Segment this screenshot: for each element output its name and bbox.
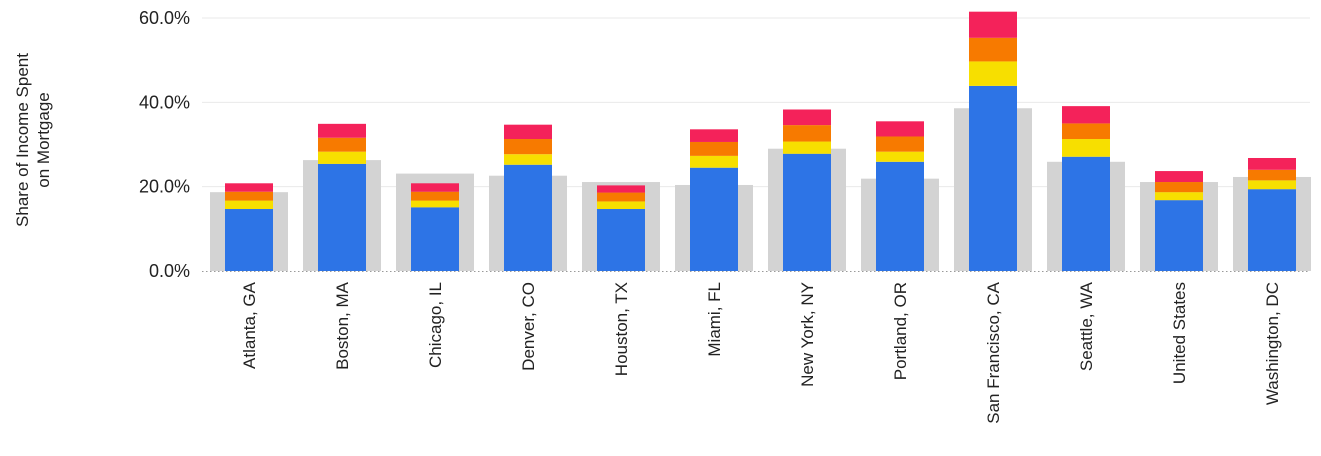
bar-segment-3 [1062, 123, 1110, 140]
stacked-bars [225, 11, 1296, 271]
bar-segment-1 [783, 153, 831, 271]
bar-segment-2 [876, 151, 924, 162]
y-tick-label: 40.0% [139, 92, 190, 112]
x-tick-label: Houston, TX [612, 282, 631, 376]
x-axis-labels: Atlanta, GA Boston, MA Chicago, IL Denver, … [240, 281, 1282, 423]
bar-segment-3 [969, 37, 1017, 62]
bar-segment-3 [1155, 182, 1203, 193]
bar-segment-4 [876, 121, 924, 137]
y-tick-label: 60.0% [139, 8, 190, 28]
x-tick-label: Atlanta, GA [240, 281, 259, 369]
y-axis-title-line-1: Share of Income Spent [13, 53, 32, 227]
bar-segment-4 [690, 129, 738, 142]
y-tick-label: 20.0% [139, 177, 190, 197]
bar-segment-1 [1062, 156, 1110, 271]
bar-segment-4 [783, 109, 831, 126]
x-tick-label: Chicago, IL [426, 282, 445, 368]
gridlines [202, 17, 1310, 188]
bar-segment-1 [318, 163, 366, 271]
bar-segment-1 [969, 85, 1017, 271]
bar-segment-3 [411, 191, 459, 201]
x-tick-label: Boston, MA [333, 281, 352, 370]
bar-segment-2 [690, 155, 738, 168]
x-tick-label: Miami, FL [705, 282, 724, 357]
bar-segment-4 [1248, 157, 1296, 170]
x-tick-label: United States [1170, 282, 1189, 384]
x-tick-label: San Francisco, CA [984, 281, 1003, 423]
bar-segment-2 [783, 141, 831, 154]
bar-segment-1 [411, 207, 459, 271]
bar-segment-3 [783, 125, 831, 142]
bar-segment-4 [597, 185, 645, 193]
y-axis-title-line-2: on Mortgage [34, 92, 53, 187]
background-bars [210, 108, 1311, 271]
bar-segment-3 [318, 137, 366, 152]
bar-segment-2 [225, 200, 273, 210]
bar-segment-4 [411, 183, 459, 192]
bar-segment-1 [504, 164, 552, 271]
bar-segment-3 [597, 192, 645, 202]
bar-segment-3 [876, 136, 924, 152]
bar-segment-4 [1155, 171, 1203, 183]
bar-segment-4 [504, 124, 552, 140]
bar-segment-2 [1062, 139, 1110, 157]
bar-segment-4 [318, 123, 366, 138]
y-axis-title: Share of Income Spent on Mortgage [13, 53, 53, 227]
x-tick-label: Washington, DC [1263, 282, 1282, 405]
bar-segment-2 [597, 201, 645, 210]
y-tick-label: 0.0% [149, 261, 190, 281]
bar-segment-4 [969, 11, 1017, 38]
bar-segment-4 [1062, 106, 1110, 124]
x-tick-label: New York, NY [798, 282, 817, 387]
bar-segment-3 [225, 191, 273, 201]
bar-segment-1 [1248, 189, 1296, 271]
x-tick-label: Seattle, WA [1077, 281, 1096, 371]
y-axis-ticks: 0.0% 20.0% 40.0% 60.0% [139, 8, 190, 281]
bar-segment-2 [1248, 180, 1296, 190]
bar-segment-3 [690, 141, 738, 156]
bar-segment-1 [225, 209, 273, 271]
x-tick-label: Portland, OR [891, 282, 910, 380]
bar-segment-2 [1155, 192, 1203, 201]
bar-segment-1 [690, 167, 738, 271]
bar-segment-4 [225, 183, 273, 192]
x-tick-label: Denver, CO [519, 282, 538, 371]
bar-segment-3 [1248, 169, 1296, 181]
bar-segment-2 [969, 61, 1017, 86]
bar-segment-2 [504, 154, 552, 165]
bar-segment-2 [411, 200, 459, 208]
bar-segment-1 [1155, 200, 1203, 271]
bar-segment-1 [876, 161, 924, 271]
bar-segment-2 [318, 151, 366, 164]
bar-segment-1 [597, 209, 645, 271]
bar-segment-3 [504, 139, 552, 155]
